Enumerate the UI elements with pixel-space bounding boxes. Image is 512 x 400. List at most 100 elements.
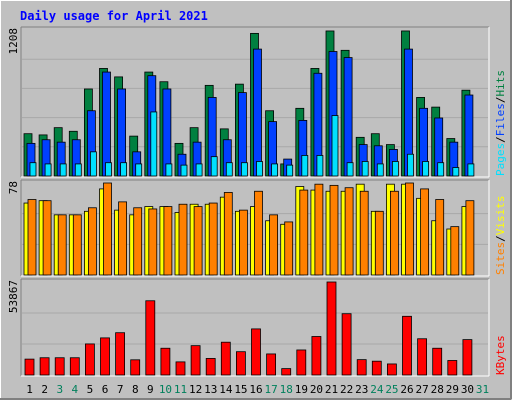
pages-bar-day-14 — [225, 162, 233, 177]
top-legend: Pages/Files/Hits — [494, 70, 507, 176]
sites-bar-day-8 — [133, 207, 143, 276]
pages-bar-day-3 — [59, 163, 67, 177]
x-label-day-18: 18 — [280, 383, 293, 396]
bars — [23, 30, 475, 376]
legend-files: Files — [494, 103, 507, 136]
pages-bar-day-25 — [391, 161, 399, 177]
pages-bar-day-6 — [105, 162, 112, 177]
legend-kbytes: KBytes — [494, 335, 507, 375]
kbytes-bar-day-20 — [311, 336, 322, 376]
x-label-day-6: 6 — [102, 383, 109, 396]
x-label-day-7: 7 — [117, 383, 124, 396]
sites-bar-day-22 — [344, 187, 354, 276]
sites-bar-day-2 — [42, 200, 52, 276]
legend-separator: / — [494, 235, 507, 242]
x-label-day-19: 19 — [295, 383, 308, 396]
kbytes-bar-day-24 — [371, 360, 382, 376]
pages-bar-day-15 — [240, 162, 248, 177]
bottom-legend: KBytes — [494, 335, 507, 375]
sites-bar-day-13 — [208, 202, 218, 276]
sites-bar-day-15 — [238, 209, 248, 276]
kbytes-bar-day-8 — [130, 359, 141, 376]
sites-bar-day-14 — [223, 192, 233, 276]
x-label-day-28: 28 — [431, 383, 444, 396]
x-axis-labels: 1 2 3 4 5 6 7 8 9 10 11 12 13 14 15 16 17 18 19 20 21 22 23 24 2… — [26, 383, 489, 396]
sites-bar-day-29 — [450, 226, 460, 276]
files-bar-day-6 — [102, 71, 111, 177]
files-bar-day-10 — [162, 88, 172, 177]
sites-bar-day-4 — [72, 214, 82, 276]
x-label-day-3: 3 — [56, 383, 63, 396]
legend-visits: Visits — [494, 196, 507, 236]
legend-separator: / — [494, 97, 507, 104]
kbytes-bar-day-7 — [115, 332, 125, 376]
kbytes-bar-day-22 — [341, 313, 352, 376]
x-label-day-13: 13 — [204, 383, 217, 396]
kbytes-bar-day-4 — [69, 357, 80, 376]
sites-bar-day-18 — [284, 221, 294, 276]
sites-bar-day-27 — [420, 188, 430, 276]
sites-bar-day-7 — [118, 201, 127, 276]
x-label-day-8: 8 — [132, 383, 139, 396]
pages-bar-day-4 — [74, 163, 82, 177]
x-label-day-27: 27 — [416, 383, 429, 396]
x-label-day-11: 11 — [174, 383, 187, 396]
x-label-day-25: 25 — [385, 383, 398, 396]
kbytes-bar-day-25 — [386, 363, 397, 376]
x-label-day-12: 12 — [189, 383, 202, 396]
chart-title: Daily usage for April 2021 — [20, 9, 208, 23]
kbytes-bar-day-10 — [160, 347, 171, 376]
kbytes-bar-day-15 — [235, 351, 246, 376]
pages-bar-day-1 — [29, 162, 37, 177]
x-label-day-30: 30 — [461, 383, 474, 396]
x-label-day-24: 24 — [370, 383, 384, 396]
x-label-day-17: 17 — [265, 383, 278, 396]
pages-bar-day-11 — [180, 164, 188, 177]
pages-bar-day-10 — [165, 163, 173, 177]
kbytes-bar-day-17 — [266, 353, 277, 376]
pages-bar-day-7 — [120, 162, 127, 177]
legend-sites: Sites — [494, 242, 507, 275]
kbytes-bar-day-1 — [24, 358, 35, 376]
pages-bar-day-26 — [407, 153, 414, 177]
x-label-day-26: 26 — [400, 383, 413, 396]
kbytes-bar-day-12 — [190, 345, 201, 376]
pages-bar-day-12 — [195, 163, 203, 177]
bottom-ymax-label: 53867 — [7, 280, 20, 313]
sites-bar-day-23 — [359, 190, 369, 276]
middle-legend: Sites/Visits — [494, 196, 507, 276]
sites-bar-day-21 — [329, 184, 339, 276]
pages-bar-day-17 — [271, 163, 279, 177]
sites-bar-day-9 — [148, 208, 158, 276]
sites-bar-day-16 — [254, 190, 263, 276]
pages-bar-day-2 — [44, 163, 52, 177]
kbytes-bar-day-27 — [417, 338, 428, 376]
pages-bar-day-28 — [437, 162, 445, 177]
x-label-day-31: 31 — [476, 383, 489, 396]
kbytes-bar-day-30 — [462, 339, 473, 376]
pages-bar-day-8 — [135, 163, 143, 177]
pages-bar-day-16 — [256, 161, 263, 177]
files-bar-day-22 — [343, 57, 353, 177]
sites-bar-day-3 — [57, 214, 67, 276]
legend-pages: Pages — [494, 143, 507, 176]
pages-bar-day-23 — [361, 161, 369, 177]
sites-bar-day-17 — [269, 214, 279, 276]
kbytes-bar-day-16 — [251, 328, 261, 376]
middle-ymax-label: 78 — [7, 181, 20, 194]
kbytes-bar-day-21 — [326, 281, 337, 376]
kbytes-bar-day-26 — [402, 315, 412, 376]
kbytes-bar-day-23 — [356, 359, 367, 376]
kbytes-bar-day-5 — [85, 343, 95, 376]
sites-bar-day-28 — [435, 199, 445, 276]
top-ymax-label: 1208 — [7, 28, 20, 55]
legend-hits: Hits — [494, 70, 507, 97]
pages-bar-day-18 — [286, 164, 294, 177]
x-label-day-2: 2 — [41, 383, 48, 396]
pages-bar-day-5 — [90, 151, 97, 177]
pages-bar-day-9 — [150, 111, 158, 177]
x-label-day-1: 1 — [26, 383, 33, 396]
sites-bar-day-25 — [389, 190, 399, 276]
kbytes-bar-day-13 — [205, 358, 216, 376]
